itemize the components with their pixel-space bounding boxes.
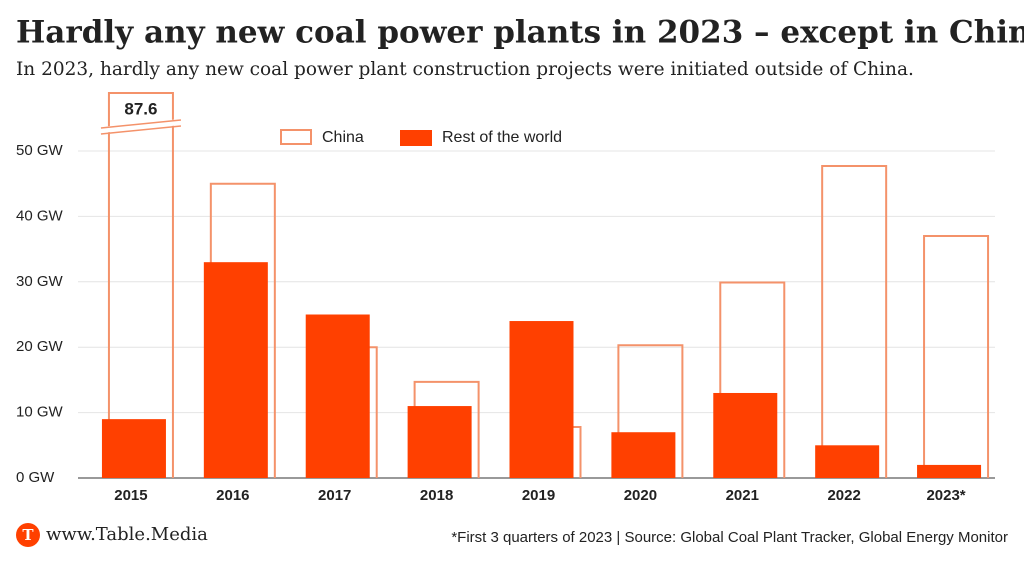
- y-tick-label: 30 GW: [16, 273, 64, 290]
- bar: [815, 445, 880, 478]
- x-tick-label: 2016: [216, 487, 249, 504]
- x-tick-label: 2022: [827, 487, 860, 504]
- bar-outline: [821, 165, 888, 478]
- legend-swatch: [280, 129, 312, 145]
- bar: [917, 464, 982, 478]
- x-tick-label: 2018: [420, 487, 453, 504]
- bar: [407, 406, 472, 478]
- x-tick-label: 2015: [114, 487, 147, 504]
- chart-subtitle: In 2023, hardly any new coal power plant…: [16, 59, 914, 80]
- bar: [305, 314, 370, 478]
- x-tick-label: 2019: [522, 487, 555, 504]
- bar: [101, 419, 166, 478]
- legend-label: Rest of the world: [442, 129, 562, 146]
- x-tick-label: 2017: [318, 487, 351, 504]
- y-tick-label: 10 GW: [16, 404, 64, 421]
- x-tick-label: 2020: [624, 487, 657, 504]
- y-tick-label: 0 GW: [16, 469, 55, 486]
- bar: [713, 392, 778, 478]
- value-label: 87.6: [124, 99, 157, 118]
- legend-label: China: [322, 129, 364, 146]
- y-tick-label: 50 GW: [16, 142, 64, 159]
- bar-outline: [107, 92, 174, 478]
- bar-outline: [617, 344, 684, 478]
- legend-swatch: [400, 130, 432, 146]
- break-mark: [100, 125, 182, 135]
- bar: [509, 321, 574, 478]
- x-tick-label: 2023*: [926, 487, 965, 504]
- bar-outline: [923, 235, 990, 478]
- break-mark: [100, 119, 182, 133]
- brand: www.Table.Media: [46, 524, 208, 545]
- break-mark: [100, 119, 182, 129]
- x-tick-label: 2021: [726, 487, 759, 504]
- logo-letter: T: [22, 526, 34, 544]
- y-tick-label: 40 GW: [16, 207, 64, 224]
- bar-outline: [719, 281, 786, 478]
- bar: [203, 262, 268, 478]
- chart-title: Hardly any new coal power plants in 2023…: [16, 15, 1024, 51]
- source: *First 3 quarters of 2023 | Source: Glob…: [451, 529, 1008, 546]
- logo: [16, 523, 40, 547]
- y-tick-label: 20 GW: [16, 338, 64, 355]
- bar: [611, 432, 676, 478]
